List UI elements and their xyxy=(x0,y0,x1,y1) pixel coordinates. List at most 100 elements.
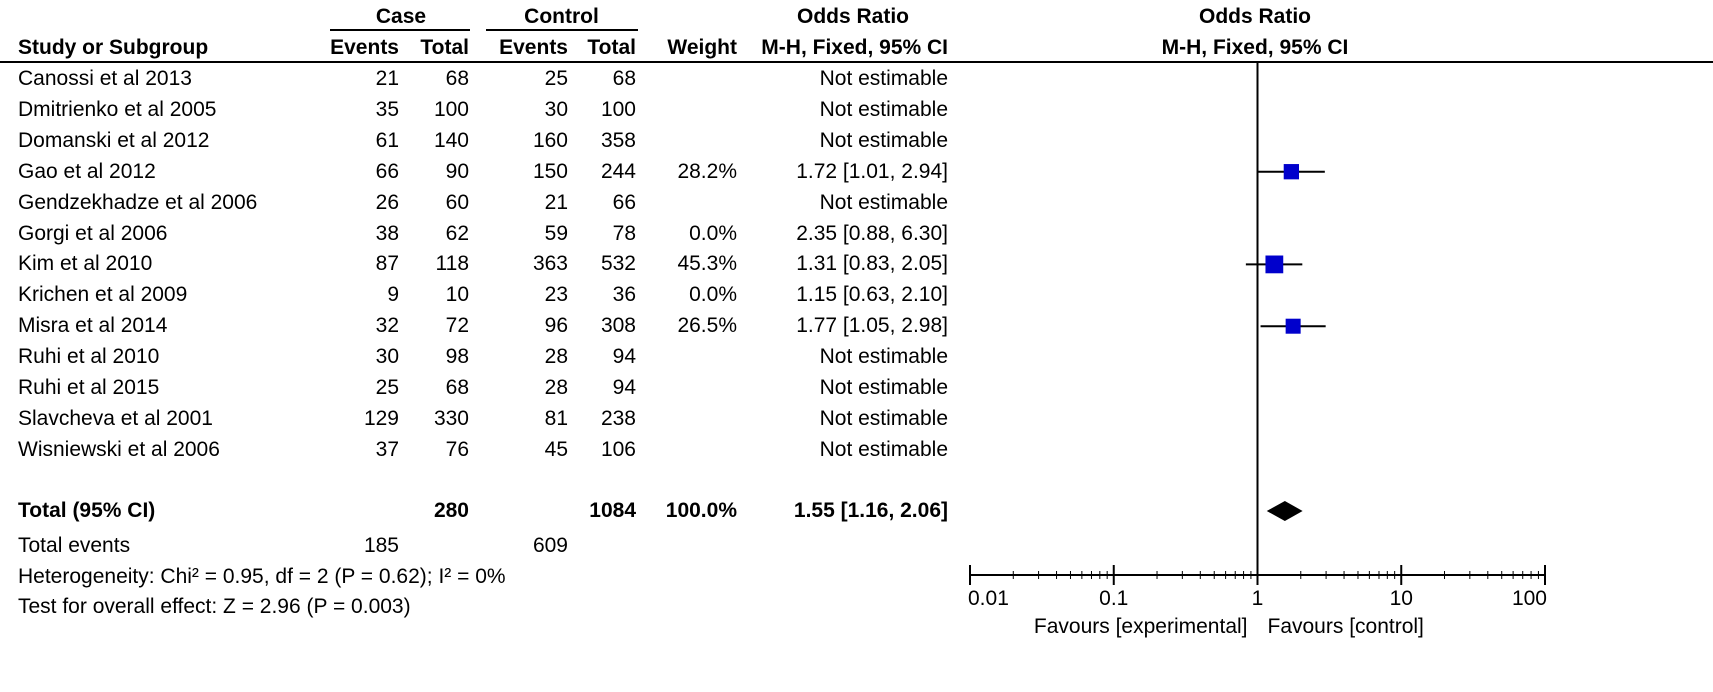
control-total: 238 xyxy=(600,406,636,430)
study-name: Gao et al 2012 xyxy=(18,159,156,183)
control-events: 25 xyxy=(544,67,568,90)
control-events: 23 xyxy=(544,283,568,307)
control-total: 106 xyxy=(600,437,636,461)
case-events: 9 xyxy=(387,283,399,307)
study-weight: 45.3% xyxy=(677,252,737,276)
case-events: 129 xyxy=(363,406,399,430)
header-method: M-H, Fixed, 95% CI xyxy=(761,36,948,59)
header-weight: Weight xyxy=(667,36,737,59)
case-total: 100 xyxy=(433,97,469,121)
control-total: 358 xyxy=(600,128,636,152)
control-events: 28 xyxy=(544,376,568,399)
case-total: 330 xyxy=(433,406,469,430)
study-or: 1.15 [0.63, 2.10] xyxy=(796,283,948,307)
case-total: 68 xyxy=(445,376,469,399)
study-weight: 0.0% xyxy=(689,283,737,307)
study-or: Not estimable xyxy=(819,128,948,152)
control-events: 160 xyxy=(532,128,568,152)
favours-right-label: Favours [control] xyxy=(1268,615,1424,638)
study-name: Wisniewski et al 2006 xyxy=(18,437,220,461)
header-plot-method: M-H, Fixed, 95% CI xyxy=(1161,36,1349,59)
study-name: Ruhi et al 2015 xyxy=(18,376,160,399)
study-or: 2.35 [0.88, 6.30] xyxy=(796,221,948,245)
header-control-events: Events xyxy=(499,36,568,59)
control-events: 81 xyxy=(544,406,568,430)
case-events: 30 xyxy=(375,345,399,369)
case-total: 118 xyxy=(435,252,469,276)
case-events: 66 xyxy=(375,159,399,183)
total-label: Total (95% CI) xyxy=(18,499,156,522)
header-control: Control xyxy=(524,5,599,28)
control-events: 363 xyxy=(532,252,568,276)
control-total: 308 xyxy=(600,314,636,338)
study-name: Krichen et al 2009 xyxy=(18,283,188,307)
header-study: Study or Subgroup xyxy=(18,36,209,59)
total-weight: 100.0% xyxy=(665,499,737,522)
study-name: Gorgi et al 2006 xyxy=(18,221,168,245)
header-divider-case xyxy=(330,29,470,31)
x-tick-label: 1 xyxy=(1252,587,1264,610)
total-events-control: 609 xyxy=(532,534,568,557)
case-events: 25 xyxy=(375,376,399,399)
case-events: 21 xyxy=(375,67,399,90)
control-total: 78 xyxy=(612,221,636,245)
study-name: Ruhi et al 2010 xyxy=(18,345,160,369)
study-or: Not estimable xyxy=(819,437,948,461)
study-name: Canossi et al 2013 xyxy=(18,67,192,90)
control-total: 100 xyxy=(600,97,636,121)
study-or: Not estimable xyxy=(819,97,948,121)
control-events: 150 xyxy=(532,159,568,183)
header-or-group: Odds Ratio xyxy=(796,5,909,28)
study-or: Not estimable xyxy=(819,406,948,430)
total-events-label: Total events xyxy=(18,534,131,557)
control-total: 244 xyxy=(600,159,636,183)
study-or: Not estimable xyxy=(819,190,948,214)
case-total: 10 xyxy=(445,283,469,307)
total-diamond xyxy=(1266,501,1303,521)
study-or: Not estimable xyxy=(819,67,948,90)
control-total: 36 xyxy=(612,283,636,307)
control-events: 45 xyxy=(544,437,568,461)
study-or: Not estimable xyxy=(819,376,948,399)
case-total: 140 xyxy=(433,128,469,152)
control-total: 532 xyxy=(600,252,636,276)
header-case-total: Total xyxy=(420,36,469,59)
control-total: 94 xyxy=(612,345,636,369)
study-weight: 0.0% xyxy=(689,221,737,245)
study-or: Not estimable xyxy=(819,345,948,369)
study-name: Slavcheva et al 2001 xyxy=(18,406,213,430)
case-total: 76 xyxy=(445,437,469,461)
case-events: 37 xyxy=(375,437,399,461)
study-weight: 26.5% xyxy=(677,314,737,338)
study-or: 1.72 [1.01, 2.94] xyxy=(796,159,948,183)
case-events: 35 xyxy=(375,97,399,121)
header-case-events: Events xyxy=(330,36,399,59)
case-events: 38 xyxy=(375,221,399,245)
control-total: 66 xyxy=(612,190,636,214)
case-events: 26 xyxy=(375,190,399,214)
control-events: 59 xyxy=(544,221,568,245)
header-rule xyxy=(0,61,1713,63)
x-tick-label: 10 xyxy=(1390,587,1413,610)
study-name: Kim et al 2010 xyxy=(18,252,153,276)
x-tick-label: 0.01 xyxy=(968,587,1009,610)
case-total: 72 xyxy=(445,314,469,338)
study-or: 1.31 [0.83, 2.05] xyxy=(796,252,948,276)
case-total: 98 xyxy=(445,345,469,369)
header-divider-control xyxy=(486,29,638,31)
header-control-total: Total xyxy=(587,36,636,59)
favours-left-label: Favours [experimental] xyxy=(1034,615,1248,638)
x-tick-label: 0.1 xyxy=(1099,587,1128,610)
study-weight: 28.2% xyxy=(677,159,737,183)
case-events: 87 xyxy=(375,252,399,276)
total-events-case: 185 xyxy=(363,534,399,557)
study-name: Domanski et al 2012 xyxy=(18,128,210,152)
study-square xyxy=(1283,164,1300,180)
control-total: 94 xyxy=(612,376,636,399)
x-tick-label: 100 xyxy=(1512,587,1547,610)
heterogeneity: Heterogeneity: Chi² = 0.95, df = 2 (P = … xyxy=(18,565,506,588)
total-case: 280 xyxy=(433,499,469,522)
header-case: Case xyxy=(375,5,427,28)
case-events: 61 xyxy=(375,128,399,152)
